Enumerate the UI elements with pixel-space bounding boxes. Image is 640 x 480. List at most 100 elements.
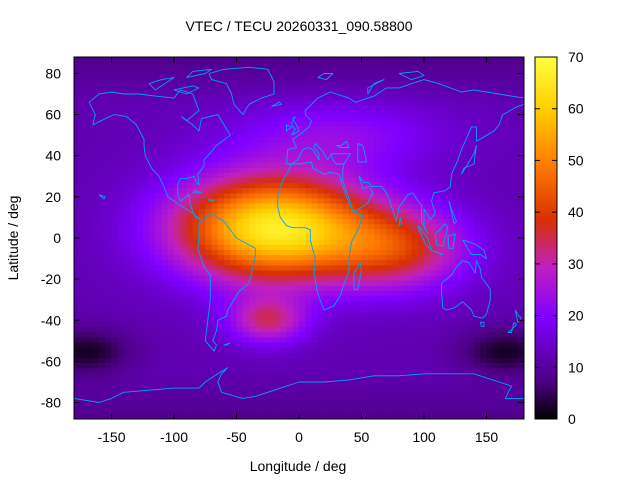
heatmap-cell bbox=[424, 300, 431, 307]
heatmap-cell bbox=[367, 357, 375, 364]
heatmap-cell bbox=[205, 259, 213, 266]
heatmap-cell bbox=[430, 136, 438, 142]
heatmap-cell bbox=[430, 233, 438, 240]
heatmap-cell bbox=[399, 156, 406, 163]
heatmap-cell bbox=[349, 352, 356, 358]
heatmap-cell bbox=[236, 249, 244, 256]
heatmap-cell bbox=[230, 197, 238, 204]
heatmap-cell bbox=[436, 259, 444, 266]
heatmap-cell bbox=[205, 141, 213, 148]
heatmap-cell bbox=[392, 321, 400, 328]
heatmap-cell bbox=[274, 393, 281, 400]
heatmap-cell bbox=[242, 79, 250, 86]
heatmap-cell bbox=[399, 244, 406, 250]
heatmap-cell bbox=[267, 275, 275, 281]
heatmap-cell bbox=[480, 249, 488, 256]
heatmap-cell bbox=[167, 347, 175, 353]
heatmap-cell bbox=[511, 74, 519, 81]
heatmap-cell bbox=[311, 95, 319, 101]
heatmap-cell bbox=[174, 249, 181, 256]
heatmap-cell bbox=[411, 233, 419, 240]
heatmap-cell bbox=[224, 84, 231, 91]
heatmap-cell bbox=[249, 254, 256, 261]
heatmap-cell bbox=[280, 187, 288, 194]
heatmap-cell bbox=[174, 89, 181, 96]
heatmap-cell bbox=[492, 187, 500, 194]
heatmap-cell bbox=[105, 249, 113, 256]
heatmap-cell bbox=[455, 290, 463, 297]
heatmap-cell bbox=[436, 285, 444, 292]
heatmap-cell bbox=[361, 84, 369, 91]
heatmap-cell bbox=[167, 74, 175, 81]
heatmap-cell bbox=[286, 244, 294, 250]
heatmap-cell bbox=[161, 182, 169, 189]
heatmap-cell bbox=[499, 141, 506, 148]
heatmap-cell bbox=[292, 208, 300, 214]
heatmap-cell bbox=[461, 167, 469, 173]
heatmap-cell bbox=[105, 151, 113, 158]
heatmap-cell bbox=[361, 110, 369, 117]
heatmap-cell bbox=[174, 228, 181, 235]
heatmap-cell bbox=[174, 167, 181, 173]
heatmap-cell bbox=[186, 316, 194, 322]
heatmap-cell bbox=[124, 249, 131, 256]
heatmap-cell bbox=[424, 146, 431, 153]
heatmap-cell bbox=[442, 357, 450, 364]
heatmap-cell bbox=[380, 347, 388, 353]
heatmap-cell bbox=[174, 233, 181, 240]
heatmap-cell bbox=[499, 146, 506, 153]
heatmap-cell bbox=[436, 136, 444, 142]
heatmap-cell bbox=[461, 367, 469, 374]
heatmap-cell bbox=[299, 208, 306, 214]
heatmap-cell bbox=[324, 192, 331, 199]
heatmap-cell bbox=[174, 213, 181, 220]
heatmap-cell bbox=[330, 311, 338, 317]
heatmap-cell bbox=[355, 151, 363, 158]
heatmap-cell bbox=[467, 316, 475, 322]
heatmap-cell bbox=[486, 110, 494, 117]
heatmap-cell bbox=[442, 264, 450, 271]
heatmap-cell bbox=[124, 161, 131, 168]
heatmap-cell bbox=[399, 115, 406, 122]
heatmap-cell bbox=[374, 208, 381, 214]
heatmap-cell bbox=[180, 269, 188, 276]
heatmap-cell bbox=[367, 362, 375, 369]
heatmap-cell bbox=[267, 244, 275, 250]
heatmap-cell bbox=[449, 146, 456, 153]
heatmap-cell bbox=[411, 167, 419, 173]
heatmap-cell bbox=[124, 413, 131, 419]
heatmap-cell bbox=[311, 336, 319, 343]
heatmap-cell bbox=[236, 151, 244, 158]
heatmap-cell bbox=[105, 264, 113, 271]
heatmap-cell bbox=[99, 244, 106, 250]
heatmap-cell bbox=[230, 182, 238, 189]
heatmap-cell bbox=[186, 336, 194, 343]
heatmap-cell bbox=[374, 352, 381, 358]
heatmap-cell bbox=[336, 115, 344, 122]
heatmap-cell bbox=[161, 95, 169, 101]
heatmap-cell bbox=[142, 172, 150, 178]
heatmap-cell bbox=[349, 393, 356, 400]
heatmap-cell bbox=[292, 223, 300, 230]
heatmap-cell bbox=[499, 244, 506, 250]
heatmap-cell bbox=[442, 161, 450, 168]
heatmap-cell bbox=[274, 244, 281, 250]
heatmap-cell bbox=[486, 120, 494, 127]
heatmap-cell bbox=[386, 244, 394, 250]
heatmap-cell bbox=[186, 192, 194, 199]
heatmap-cell bbox=[417, 136, 425, 142]
heatmap-cell bbox=[342, 269, 350, 276]
heatmap-cell bbox=[442, 249, 450, 256]
heatmap-cell bbox=[142, 146, 150, 153]
heatmap-cell bbox=[499, 352, 506, 358]
heatmap-cell bbox=[274, 89, 281, 96]
heatmap-cell bbox=[130, 377, 138, 384]
heatmap-cell bbox=[449, 280, 456, 286]
heatmap-cell bbox=[380, 125, 388, 132]
heatmap-cell bbox=[355, 352, 363, 358]
heatmap-cell bbox=[317, 182, 325, 189]
heatmap-cell bbox=[386, 192, 394, 199]
heatmap-cell bbox=[449, 244, 456, 250]
heatmap-cell bbox=[386, 213, 394, 220]
heatmap-cell bbox=[317, 403, 325, 410]
